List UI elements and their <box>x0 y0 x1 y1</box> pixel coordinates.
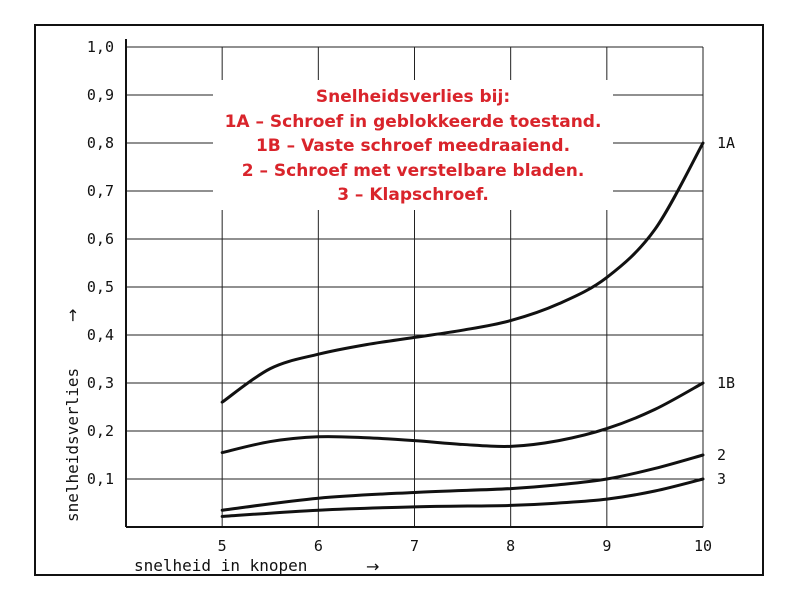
y-tick-label: 0,3 <box>87 374 114 392</box>
series-line-1B <box>220 381 705 455</box>
series-labels: 1A 1B 2 3 <box>717 134 735 488</box>
series-lines <box>220 141 705 518</box>
y-tick-label: 0,4 <box>87 326 114 344</box>
x-tick-labels: 5 6 7 8 9 10 <box>218 537 712 555</box>
x-tick-label: 7 <box>410 537 419 555</box>
y-axis-label-group: snelheidsverlies → <box>63 309 82 522</box>
y-tick-label: 0,8 <box>87 134 114 152</box>
title-line: 2 – Schroef met verstelbare bladen. <box>242 161 585 181</box>
y-tick-labels: 0,1 0,2 0,3 0,4 0,5 0,6 0,7 0,8 0,9 1,0 <box>87 38 114 488</box>
x-tick-label: 9 <box>602 537 611 555</box>
y-tick-label: 0,6 <box>87 230 114 248</box>
y-tick-label: 0,2 <box>87 422 114 440</box>
series-line-1A <box>220 141 705 404</box>
x-axis-label: snelheid in knopen <box>134 556 307 574</box>
series-line-2 <box>220 453 705 512</box>
x-tick-label: 8 <box>506 537 515 555</box>
y-tick-label: 1,0 <box>87 38 114 56</box>
title-line: Snelheidsverlies bij: <box>316 87 510 107</box>
x-tick-label: 5 <box>218 537 227 555</box>
line-chart: 0,1 0,2 0,3 0,4 0,5 0,6 0,7 0,8 0,9 1,0 5 6 7 8 9 10 1… <box>63 38 735 574</box>
series-label-1A: 1A <box>717 134 735 152</box>
chart-frame: 0,1 0,2 0,3 0,4 0,5 0,6 0,7 0,8 0,9 1,0 5 6 7 8 9 10 1… <box>34 24 764 576</box>
series-line-3 <box>220 477 705 518</box>
x-tick-label: 10 <box>694 537 712 555</box>
y-axis-label: snelheidsverlies <box>63 368 82 522</box>
series-label-2: 2 <box>717 446 726 464</box>
title-background <box>213 80 613 210</box>
x-tick-label: 6 <box>314 537 323 555</box>
title-line: 1A – Schroef in geblokkeerde toestand. <box>225 112 602 132</box>
y-tick-label: 0,1 <box>87 470 114 488</box>
series-label-3: 3 <box>717 470 726 488</box>
y-tick-label: 0,7 <box>87 182 114 200</box>
title-line: 3 – Klapschroef. <box>337 185 489 205</box>
y-tick-label: 0,9 <box>87 86 114 104</box>
y-tick-label: 0,5 <box>87 278 114 296</box>
axes <box>125 39 703 528</box>
chart-title: Snelheidsverlies bij: 1A – Schroef in geb… <box>213 80 613 210</box>
title-line: 1B – Vaste schroef meedraaiend. <box>256 136 570 156</box>
y-axis-arrow-icon: → <box>63 309 82 322</box>
x-axis-arrow-icon: → <box>366 557 379 574</box>
series-label-1B: 1B <box>717 374 735 392</box>
